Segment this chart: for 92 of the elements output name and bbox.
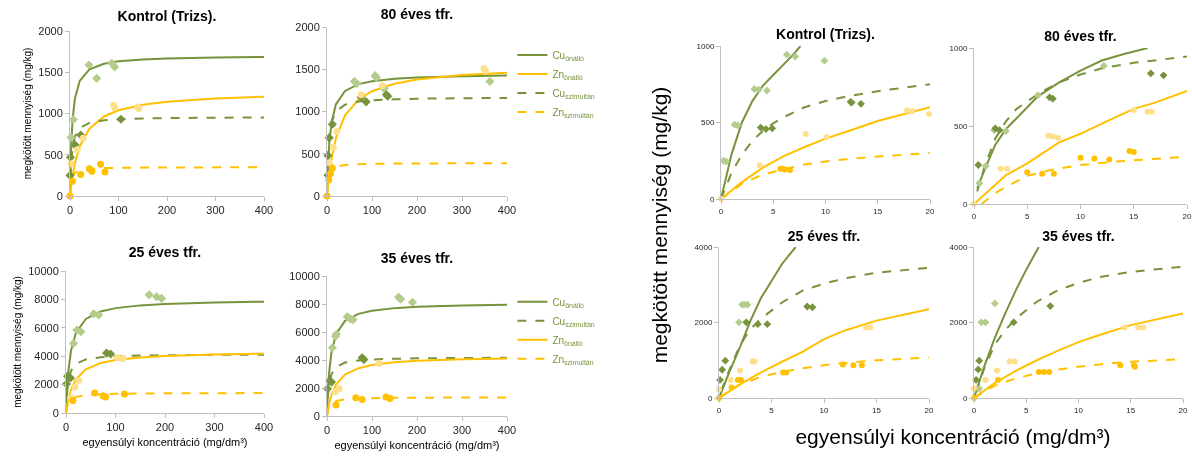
x-tick-label: 10: [819, 405, 829, 415]
x-tick-label: 5: [1024, 405, 1030, 415]
chart-title: 80 éves tfr.: [1044, 27, 1117, 44]
x-tick-label: 10: [821, 206, 831, 216]
x-tick-label: 5: [1025, 211, 1031, 221]
x-tick-label: 400: [254, 204, 274, 217]
legend-label: Cu$_{szimultán}$: [552, 87, 595, 101]
x-tick-label: 20: [924, 405, 934, 415]
legend-label: Cu$_{szimultán}$: [552, 315, 595, 328]
x-tick-label: 0: [971, 405, 977, 415]
x-tick-label: 100: [362, 424, 382, 437]
chart-title: 35 éves tfr.: [1042, 227, 1115, 244]
x-tick-label: 0: [716, 405, 722, 415]
y-tick-label: 4000: [295, 353, 320, 366]
x-tick-label: 200: [155, 421, 175, 434]
chart-title: 25 éves tfr.: [787, 227, 861, 244]
x-tick-label: 0: [323, 424, 331, 437]
x-tick-label: 5: [769, 405, 775, 415]
y-tick-label: 10000: [289, 269, 320, 282]
x-tick-label: 20: [925, 206, 935, 216]
x-tick-label: 400: [497, 204, 517, 217]
y-tick-label: 1500: [38, 66, 63, 79]
y-axis-title: megkötött mennyiség (mg/kg): [12, 276, 24, 408]
x-axis-title: egyensúlyi koncentráció (mg/dm³): [795, 425, 1111, 449]
x-tick-label: 200: [407, 424, 427, 437]
x-tick-label: 100: [109, 204, 128, 217]
y-tick-label: 10000: [28, 264, 59, 277]
x-tick-label: 400: [497, 424, 517, 437]
y-tick-label: 1500: [295, 63, 320, 76]
x-tick-label: 300: [452, 204, 472, 217]
x-tick-label: 20: [1182, 211, 1192, 221]
y-axis-title: megkötött mennyiség (mg/kg): [22, 47, 34, 180]
legend-label: Cu$_{önálló}$: [552, 49, 584, 63]
legend-label: Zn$_{szimultán}$: [552, 106, 594, 120]
y-tick-label: 8000: [295, 297, 320, 310]
y-tick-label: 500: [954, 121, 968, 131]
y-tick-label: 2000: [34, 378, 59, 391]
x-tick-label: 0: [323, 204, 331, 217]
y-tick-label: 500: [701, 118, 715, 128]
y-tick-label: 0: [709, 194, 715, 204]
x-tick-label: 100: [106, 421, 125, 434]
x-tick-label: 400: [254, 421, 274, 434]
legend-label: Zn$_{szimultán}$: [552, 353, 594, 366]
x-tick-label: 10: [1076, 211, 1086, 221]
y-tick-label: 0: [962, 393, 968, 403]
x-tick-label: 20: [1178, 405, 1188, 415]
y-tick-label: 0: [56, 189, 63, 202]
y-tick-label: 4000: [949, 242, 968, 252]
chart-title: Kontrol (Trizs).: [776, 25, 875, 42]
legend-label: Zn$_{önálló}$: [552, 334, 583, 347]
y-tick-label: 6000: [295, 325, 320, 338]
y-tick-label: 1000: [295, 105, 320, 118]
x-axis-title: egyensúlyi koncentráció (mg/dm³): [334, 439, 500, 452]
x-tick-label: 15: [1129, 211, 1139, 221]
y-tick-label: 1000: [696, 41, 715, 51]
x-axis-title: egyensúlyi koncentráció (mg/dm³): [82, 436, 248, 449]
x-tick-label: 15: [873, 206, 883, 216]
y-tick-label: 2000: [38, 24, 63, 37]
chart-title: 80 éves tfr.: [380, 5, 454, 22]
y-tick-label: 2000: [694, 318, 713, 328]
y-tick-label: 1000: [949, 43, 968, 53]
x-tick-label: 100: [362, 204, 382, 217]
x-tick-label: 15: [1126, 405, 1136, 415]
y-tick-label: 8000: [34, 293, 59, 306]
x-tick-label: 200: [407, 204, 427, 217]
x-tick-label: 300: [452, 424, 472, 437]
x-tick-label: 300: [205, 421, 224, 434]
x-tick-label: 5: [771, 206, 777, 216]
y-tick-label: 4000: [694, 242, 713, 252]
y-tick-label: 2000: [949, 318, 968, 328]
x-tick-label: 10: [1074, 405, 1084, 415]
y-tick-label: 4000: [34, 350, 59, 363]
chart-title: 35 éves tfr.: [380, 249, 454, 266]
y-tick-label: 500: [301, 147, 320, 160]
chart-title: 25 éves tfr.: [128, 243, 202, 260]
x-tick-label: 300: [206, 204, 225, 217]
y-tick-label: 2000: [295, 381, 320, 394]
chart-title: Kontrol (Trizs).: [117, 7, 217, 24]
y-axis-title: megkötött mennyiség (mg/kg): [648, 86, 672, 364]
legend-label: Zn$_{önálló}$: [552, 68, 583, 82]
x-tick-label: 0: [66, 204, 74, 217]
x-tick-label: 200: [157, 204, 177, 217]
x-tick-label: 0: [718, 206, 724, 216]
y-tick-label: 0: [707, 393, 713, 403]
y-tick-label: 0: [313, 189, 320, 202]
y-tick-label: 500: [44, 148, 63, 161]
y-tick-label: 1000: [38, 107, 63, 120]
y-tick-label: 6000: [34, 321, 59, 334]
x-tick-label: 0: [971, 211, 977, 221]
y-tick-label: 2000: [295, 20, 320, 33]
x-tick-label: 15: [872, 405, 882, 415]
legend-label: Cu$_{önálló}$: [552, 296, 584, 309]
